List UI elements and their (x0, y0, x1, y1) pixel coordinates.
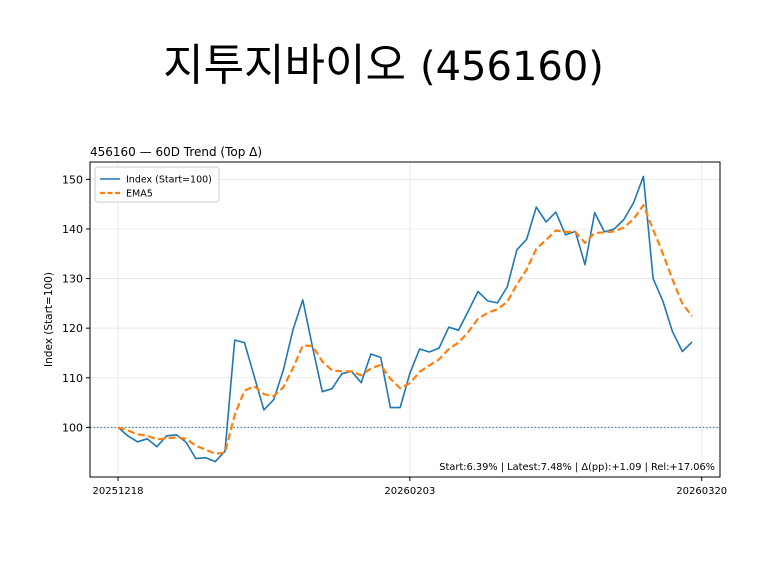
y-tick-label: 100 (62, 421, 83, 434)
y-tick-label: 120 (62, 322, 83, 335)
ema5-series-line (117, 204, 693, 455)
y-axis-label: Index (Start=100) (43, 272, 55, 367)
legend-ema5-label: EMA5 (126, 189, 153, 200)
legend-index-label: Index (Start=100) (126, 175, 212, 186)
y-tick-label: 140 (62, 223, 83, 236)
x-tick-label: 20260203 (384, 486, 435, 497)
page-title-code: (456160) (419, 44, 604, 90)
y-tick-label: 110 (62, 372, 83, 385)
y-tick-label: 150 (62, 173, 83, 186)
page-title-name: 지투지바이오 (163, 40, 406, 91)
x-tick-label: 20260320 (676, 486, 727, 497)
chart-title: 456160 — 60D Trend (Top Δ) (90, 145, 262, 159)
stats-annotation: Start:6.39% | Latest:7.48% | Δ(pp):+1.09… (439, 462, 715, 473)
index-series-line (117, 175, 693, 463)
page-title: 지투지바이오 (456160) (0, 36, 767, 97)
y-tick-label: 130 (62, 273, 83, 286)
legend-box (94, 166, 220, 203)
plot-frame (89, 161, 721, 478)
x-tick-label: 20251218 (93, 486, 144, 497)
